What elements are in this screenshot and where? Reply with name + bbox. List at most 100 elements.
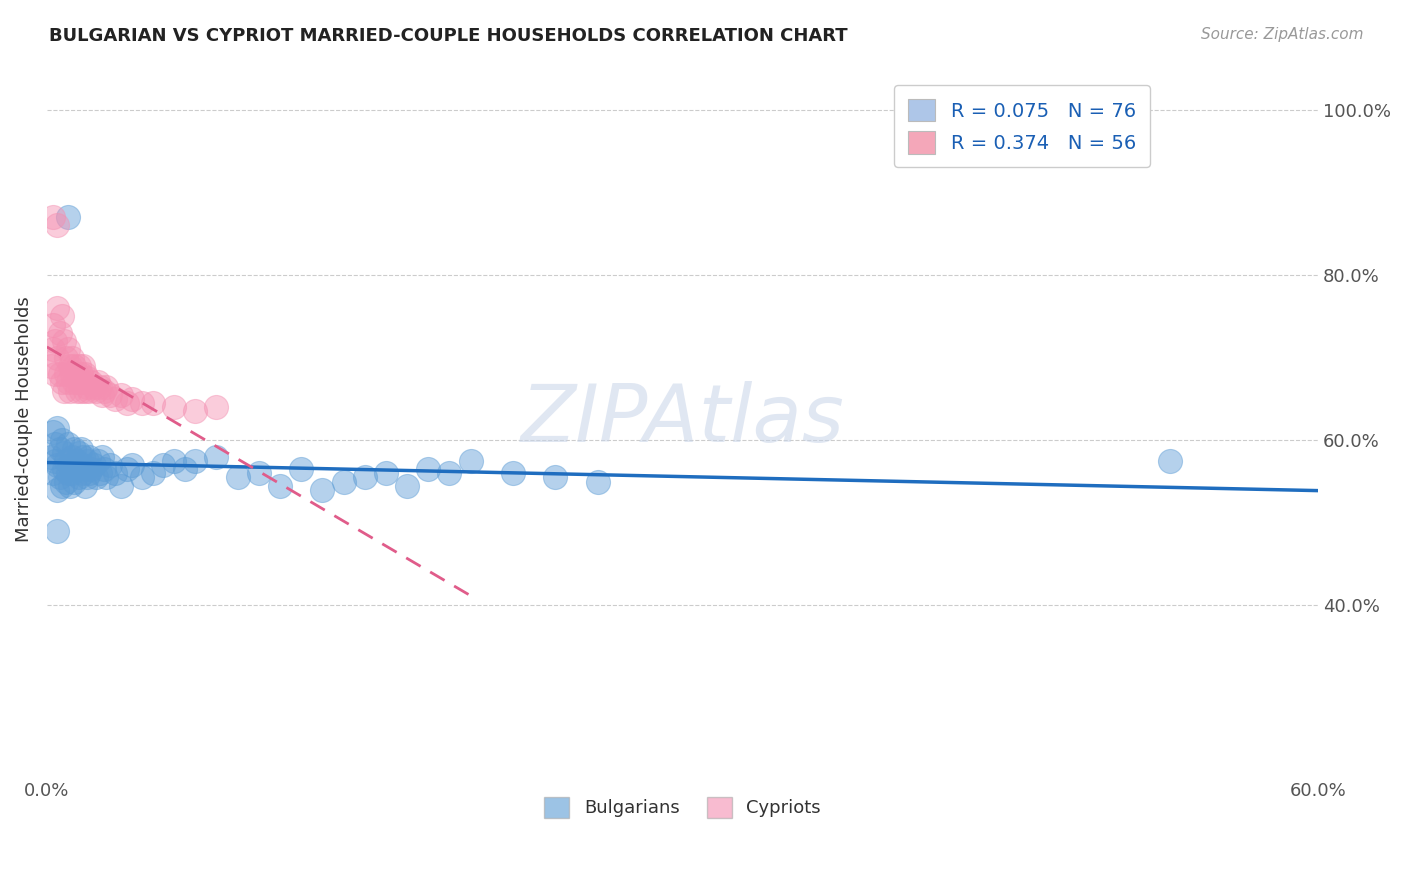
Point bbox=[60, 450, 83, 464]
Point bbox=[269, 478, 291, 492]
Point bbox=[91, 388, 114, 402]
Point bbox=[67, 470, 90, 484]
Point bbox=[42, 467, 65, 481]
Point bbox=[59, 384, 82, 398]
Point bbox=[396, 478, 419, 492]
Point bbox=[104, 392, 127, 406]
Point bbox=[42, 318, 65, 332]
Point bbox=[46, 524, 69, 538]
Point bbox=[544, 470, 567, 484]
Point bbox=[63, 475, 86, 489]
Point bbox=[84, 384, 107, 398]
Point bbox=[96, 379, 118, 393]
Point bbox=[72, 359, 94, 373]
Point bbox=[121, 392, 143, 406]
Point bbox=[439, 467, 461, 481]
Point bbox=[55, 367, 77, 381]
Point bbox=[84, 470, 107, 484]
Text: Source: ZipAtlas.com: Source: ZipAtlas.com bbox=[1201, 27, 1364, 42]
Point bbox=[76, 470, 98, 484]
Point bbox=[77, 450, 100, 464]
Point bbox=[100, 388, 122, 402]
Point bbox=[46, 458, 69, 472]
Point bbox=[104, 467, 127, 481]
Point bbox=[55, 454, 77, 468]
Point bbox=[65, 454, 87, 468]
Point bbox=[56, 211, 79, 225]
Point bbox=[60, 351, 83, 365]
Point bbox=[60, 367, 83, 381]
Point bbox=[205, 401, 228, 415]
Point bbox=[52, 334, 75, 348]
Point bbox=[72, 376, 94, 390]
Text: BULGARIAN VS CYPRIOT MARRIED-COUPLE HOUSEHOLDS CORRELATION CHART: BULGARIAN VS CYPRIOT MARRIED-COUPLE HOUS… bbox=[49, 27, 848, 45]
Point bbox=[48, 367, 70, 381]
Point bbox=[67, 376, 90, 390]
Point bbox=[59, 359, 82, 373]
Point bbox=[374, 467, 396, 481]
Point bbox=[311, 483, 333, 497]
Point bbox=[56, 376, 79, 390]
Point bbox=[52, 462, 75, 476]
Point bbox=[69, 367, 91, 381]
Point bbox=[48, 442, 70, 456]
Point bbox=[89, 379, 111, 393]
Point bbox=[205, 450, 228, 464]
Point bbox=[76, 454, 98, 468]
Point bbox=[76, 379, 98, 393]
Point bbox=[72, 450, 94, 464]
Point bbox=[46, 483, 69, 497]
Point bbox=[80, 462, 103, 476]
Point bbox=[42, 425, 65, 439]
Point bbox=[142, 396, 165, 410]
Point bbox=[91, 450, 114, 464]
Point bbox=[332, 475, 354, 489]
Point bbox=[46, 421, 69, 435]
Point bbox=[44, 334, 66, 348]
Point bbox=[63, 376, 86, 390]
Legend: Bulgarians, Cypriots: Bulgarians, Cypriots bbox=[537, 789, 828, 825]
Point bbox=[51, 376, 73, 390]
Point bbox=[173, 462, 195, 476]
Point bbox=[60, 467, 83, 481]
Point bbox=[77, 384, 100, 398]
Point bbox=[39, 359, 62, 373]
Point bbox=[184, 454, 207, 468]
Point bbox=[73, 367, 96, 381]
Point bbox=[42, 211, 65, 225]
Point bbox=[73, 462, 96, 476]
Point bbox=[44, 367, 66, 381]
Point bbox=[290, 462, 312, 476]
Point bbox=[163, 401, 186, 415]
Point bbox=[131, 470, 153, 484]
Point bbox=[63, 359, 86, 373]
Point bbox=[418, 462, 440, 476]
Point bbox=[52, 384, 75, 398]
Point bbox=[51, 310, 73, 324]
Point bbox=[586, 475, 609, 489]
Point bbox=[117, 462, 139, 476]
Point bbox=[46, 351, 69, 365]
Point bbox=[163, 454, 186, 468]
Point bbox=[44, 454, 66, 468]
Point bbox=[83, 458, 105, 472]
Point bbox=[77, 467, 100, 481]
Point bbox=[247, 467, 270, 481]
Point bbox=[56, 467, 79, 481]
Point bbox=[117, 396, 139, 410]
Point bbox=[83, 379, 105, 393]
Point bbox=[110, 478, 132, 492]
Point bbox=[65, 367, 87, 381]
Point bbox=[76, 371, 98, 385]
Point bbox=[1159, 454, 1181, 468]
Point bbox=[69, 458, 91, 472]
Point bbox=[80, 376, 103, 390]
Point bbox=[73, 384, 96, 398]
Point bbox=[51, 434, 73, 448]
Point bbox=[48, 326, 70, 340]
Point bbox=[142, 467, 165, 481]
Point bbox=[48, 470, 70, 484]
Point bbox=[502, 467, 524, 481]
Point bbox=[59, 458, 82, 472]
Point bbox=[55, 351, 77, 365]
